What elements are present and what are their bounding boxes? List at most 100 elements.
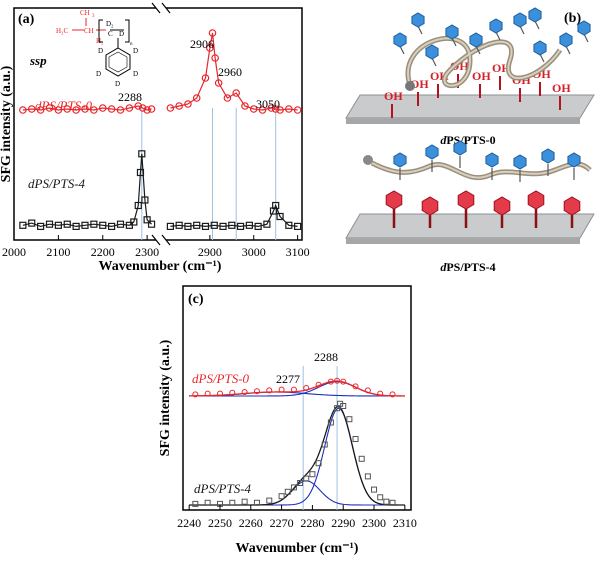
panel-a-xlabel: Wavenumber (cm⁻¹) <box>99 259 222 274</box>
polymer-chain-bottom-highlight <box>371 162 591 179</box>
data-point <box>98 104 107 112</box>
panel-a-x-ticks: 2000 2100 2200 2300 2900 3000 3100 <box>2 235 310 259</box>
svg-text:D: D <box>133 47 138 55</box>
phenyl-ring-icon <box>425 144 439 160</box>
data-point <box>184 222 192 230</box>
peak-label-2960: 2960 <box>218 65 242 79</box>
phenyl-ring-icon <box>577 20 591 36</box>
x-tick-label: 2900 <box>198 245 222 259</box>
data-point <box>184 100 192 108</box>
data-point <box>285 221 293 229</box>
data-point <box>116 106 125 114</box>
data-point <box>272 201 280 210</box>
axis-break-gap <box>156 6 166 242</box>
data-point <box>19 221 27 229</box>
phenyl-ring-icon <box>453 140 467 156</box>
data-point <box>63 105 72 113</box>
data-point <box>285 105 293 113</box>
panel-c-frame <box>182 285 412 511</box>
panel-a-ylabel: SFG intensity (a.u.) <box>0 65 14 182</box>
data-point <box>19 106 27 114</box>
oh-label: OH <box>410 77 429 91</box>
data-point <box>201 222 210 230</box>
phenyl-bond <box>431 57 437 67</box>
series-label-dps-pts-4: dPS/PTS-4 <box>28 176 86 191</box>
data-point <box>267 104 276 112</box>
phenyl-bond <box>417 25 423 35</box>
data-point <box>72 222 80 230</box>
data-point <box>134 201 142 210</box>
data-point <box>81 221 89 229</box>
data-point <box>315 381 322 388</box>
phenyl-bond <box>451 37 457 47</box>
phenyl-ring-icon <box>559 32 573 48</box>
data-point <box>364 387 371 394</box>
phenyl-ring-icon <box>393 152 407 168</box>
data-point <box>253 388 260 395</box>
data-point <box>278 493 285 500</box>
x-tick-label: 2270 <box>270 516 294 530</box>
data-point <box>166 104 175 112</box>
data-point <box>340 403 347 409</box>
data-point <box>241 389 248 395</box>
phenyl-bond <box>519 25 525 35</box>
data-point <box>211 54 219 62</box>
series-label-c-dps-pts-4: dPS/PTS-4 <box>194 481 252 496</box>
panel-a-series <box>19 29 302 230</box>
substrate-top-edge <box>346 118 580 124</box>
data-point <box>147 220 156 228</box>
data-point <box>130 218 138 226</box>
data-point <box>90 220 98 228</box>
phenyl-ring-icon <box>411 12 425 28</box>
data-point <box>364 473 371 480</box>
data-point <box>219 222 227 230</box>
data-point <box>371 486 378 493</box>
data-point <box>352 383 359 390</box>
phenyl-ring-icon <box>445 24 459 40</box>
x-tick-label: 2290 <box>331 516 355 530</box>
data-point <box>193 221 201 229</box>
data-point <box>138 104 147 112</box>
pts-monolayer <box>385 140 581 228</box>
svg-text:D: D <box>119 30 124 38</box>
panel-c-label: (c) <box>188 292 204 307</box>
data-point <box>37 222 45 230</box>
data-point <box>263 220 271 228</box>
data-point <box>253 499 260 506</box>
data-point <box>389 499 396 506</box>
data-point <box>236 222 245 230</box>
data-point <box>54 106 63 114</box>
substrate-bottom-edge <box>346 238 580 244</box>
panel-c-x-ticks: 2240 2250 2260 2270 2280 2290 2300 2310 <box>177 505 417 530</box>
panel-c-ylabel: SFG intensity (a.u.) <box>158 339 173 456</box>
panel-c-series <box>189 377 405 507</box>
data-point <box>258 106 267 114</box>
data-point <box>223 94 232 102</box>
oh-label: OH <box>472 69 491 83</box>
data-point <box>81 105 89 113</box>
x-tick-label: 3000 <box>242 245 266 259</box>
data-point <box>321 441 328 448</box>
fit-envelope <box>189 405 405 506</box>
data-point <box>210 221 218 229</box>
x-tick-label: 2000 <box>2 245 26 259</box>
data-point <box>138 150 146 158</box>
data-point <box>315 460 322 467</box>
phenyl-ring-icon <box>567 152 581 168</box>
phenyl-ring-icon <box>563 196 581 216</box>
svg-text:n: n <box>130 42 133 47</box>
phenyl-ring-icon <box>489 18 503 34</box>
phenyl-bond <box>583 33 589 43</box>
svg-text:CH: CH <box>80 9 90 17</box>
data-point <box>141 196 149 204</box>
data-point <box>229 499 236 506</box>
data-point <box>204 390 211 397</box>
x-tick-label: 2280 <box>300 516 324 530</box>
svg-text:H₃C: H₃C <box>56 27 68 35</box>
data-point <box>166 222 174 230</box>
svg-text:C: C <box>108 30 113 38</box>
axis-break-mark <box>161 234 171 246</box>
phenyl-ring-icon <box>513 12 527 28</box>
peak-label-2288-c: 2288 <box>314 350 338 364</box>
